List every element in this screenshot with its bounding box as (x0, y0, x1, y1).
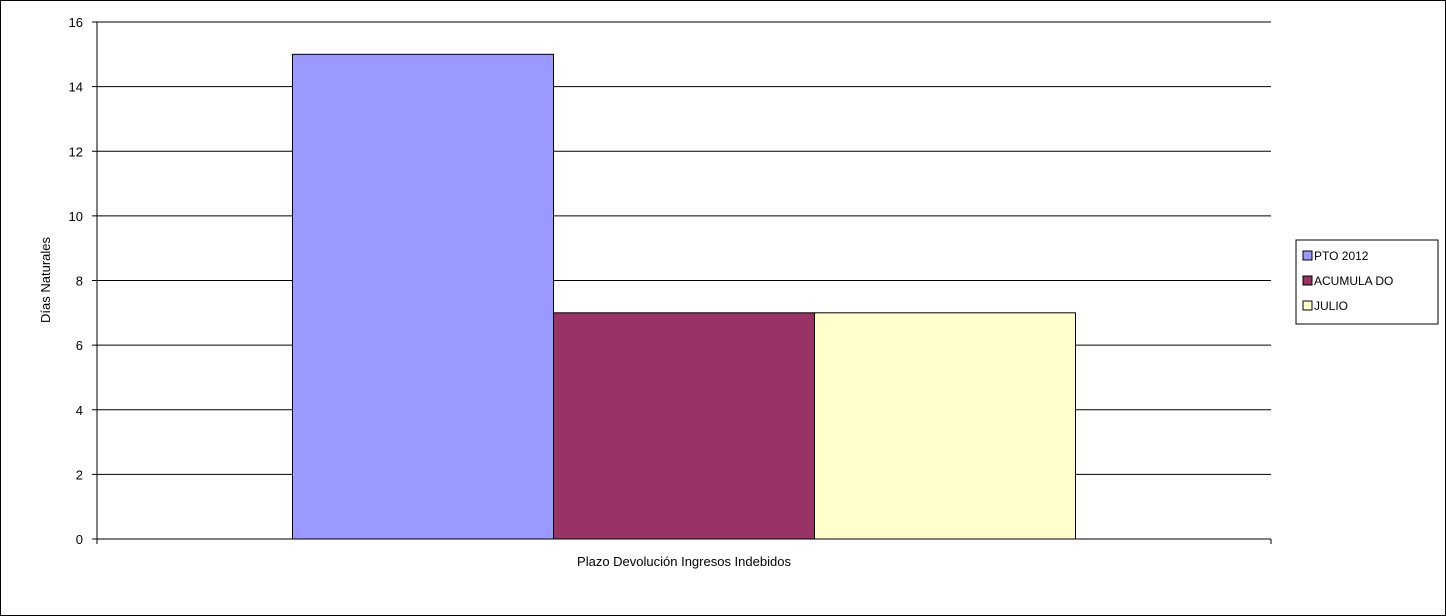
y-tick-label: 6 (76, 338, 83, 353)
x-category-label: Plazo Devolución Ingresos Indebidos (577, 554, 791, 569)
legend-swatch (1302, 275, 1313, 286)
y-tick-label: 2 (76, 467, 83, 482)
y-tick-label: 10 (69, 209, 83, 224)
bar (553, 312, 815, 540)
y-ticks: 0 2 4 6 8 10 12 14 16 (69, 15, 97, 547)
y-tick-label: 8 (76, 274, 83, 289)
bars (292, 53, 1076, 540)
y-tick-label: 14 (69, 80, 83, 95)
y-tick-label: 16 (69, 15, 83, 30)
legend: PTO 2012 ACUMULA DO JULIO (1295, 239, 1439, 325)
legend-swatch (1302, 300, 1313, 311)
bar (292, 53, 554, 540)
y-tick-label: 4 (76, 403, 83, 418)
legend-swatch (1302, 250, 1313, 261)
y-tick-label: 12 (69, 144, 83, 159)
bar (814, 312, 1076, 540)
legend-entry-label: PTO 2012 (1314, 249, 1369, 263)
legend-entry-label: JULIO (1314, 299, 1348, 313)
legend-box (1295, 239, 1439, 325)
y-tick-label: 0 (76, 532, 83, 547)
legend-entry-label: ACUMULA DO (1314, 274, 1393, 288)
y-axis-title: Días Naturales (38, 237, 53, 323)
